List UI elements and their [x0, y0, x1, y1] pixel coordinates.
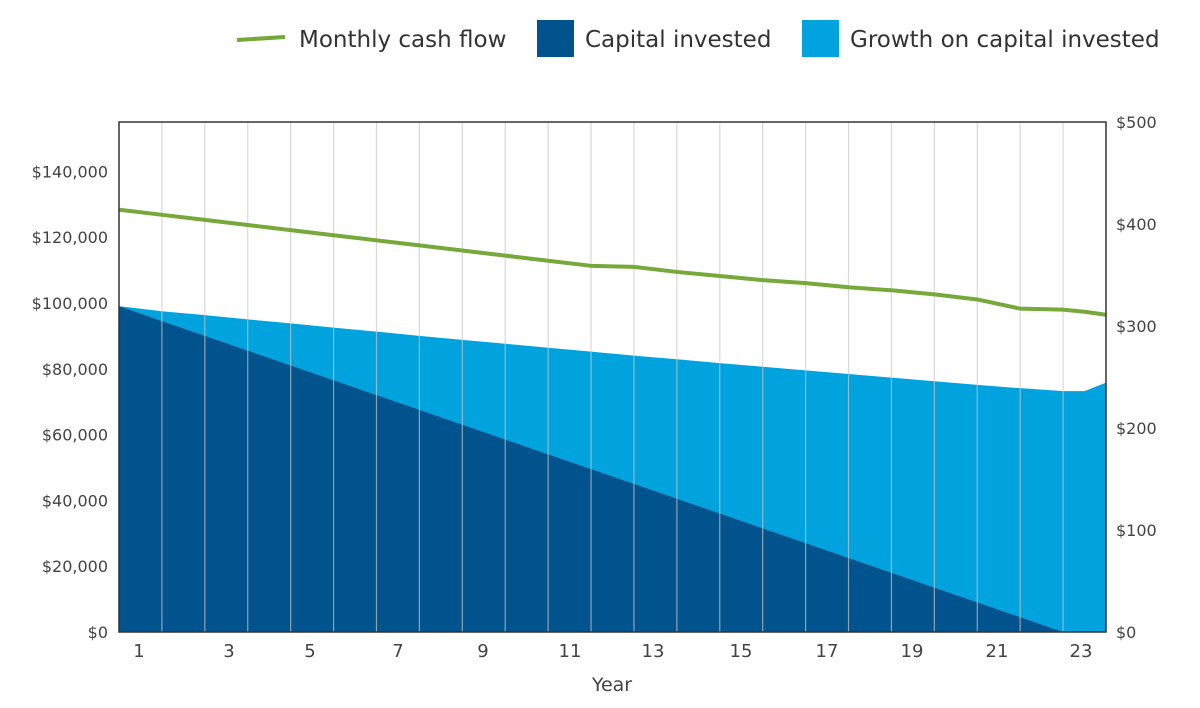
plot-area [118, 121, 1107, 633]
y-left-tick-label: $40,000 [42, 491, 108, 510]
area-layer [119, 306, 1106, 632]
plot-frame [118, 121, 1107, 633]
y-left-tick-label: $20,000 [42, 557, 108, 576]
x-tick-label: 9 [477, 641, 488, 662]
x-tick-label: 11 [559, 641, 582, 662]
legend-swatch-capital-invested [537, 20, 574, 57]
x-tick-label: 13 [642, 641, 665, 662]
legend: Monthly cash flow Capital invested Growt… [236, 20, 1160, 57]
y-right-tick-label: $300 [1116, 317, 1157, 336]
x-tick-label: 17 [816, 641, 839, 662]
y-axis-right: $0 $100 $200 $300 $400 $500 [1116, 113, 1157, 642]
x-tick-label: 21 [986, 641, 1009, 662]
y-left-tick-label: $120,000 [32, 228, 108, 247]
x-axis-title: Year [591, 674, 632, 696]
legend-label-monthly-cash-flow: Monthly cash flow [299, 27, 506, 53]
y-right-tick-label: $200 [1116, 419, 1157, 438]
x-tick-label: 3 [223, 641, 234, 662]
x-tick-label: 15 [730, 641, 753, 662]
y-left-tick-label: $100,000 [32, 294, 108, 313]
legend-label-capital-invested: Capital invested [585, 27, 771, 53]
y-right-tick-label: $0 [1116, 623, 1136, 642]
y-left-tick-label: $80,000 [42, 360, 108, 379]
x-tick-label: 1 [133, 641, 144, 662]
x-tick-label: 19 [901, 641, 924, 662]
series-line-monthly-cash-flow [118, 207, 1107, 317]
legend-label-growth-on-capital: Growth on capital invested [850, 27, 1160, 53]
legend-swatch-monthly-cash-flow [236, 35, 286, 42]
y-right-tick-label: $100 [1116, 521, 1157, 540]
y-right-tick-label: $400 [1116, 215, 1157, 234]
series-area-capital-invested [119, 306, 1106, 632]
x-axis: 1 3 5 7 9 11 13 15 17 19 21 23 [133, 641, 1092, 662]
y-left-tick-label: $0 [88, 623, 108, 642]
x-tick-label: 23 [1070, 641, 1093, 662]
y-right-tick-label: $500 [1116, 113, 1157, 132]
legend-swatch-growth-on-capital [802, 20, 839, 57]
y-left-tick-label: $140,000 [32, 162, 108, 181]
x-tick-label: 7 [392, 641, 403, 662]
x-tick-label: 5 [304, 641, 315, 662]
y-axis-left: $0 $20,000 $40,000 $60,000 $80,000 $100,000 $1… [32, 162, 108, 642]
grid-lines [161, 122, 1064, 632]
y-left-tick-label: $60,000 [42, 426, 108, 445]
